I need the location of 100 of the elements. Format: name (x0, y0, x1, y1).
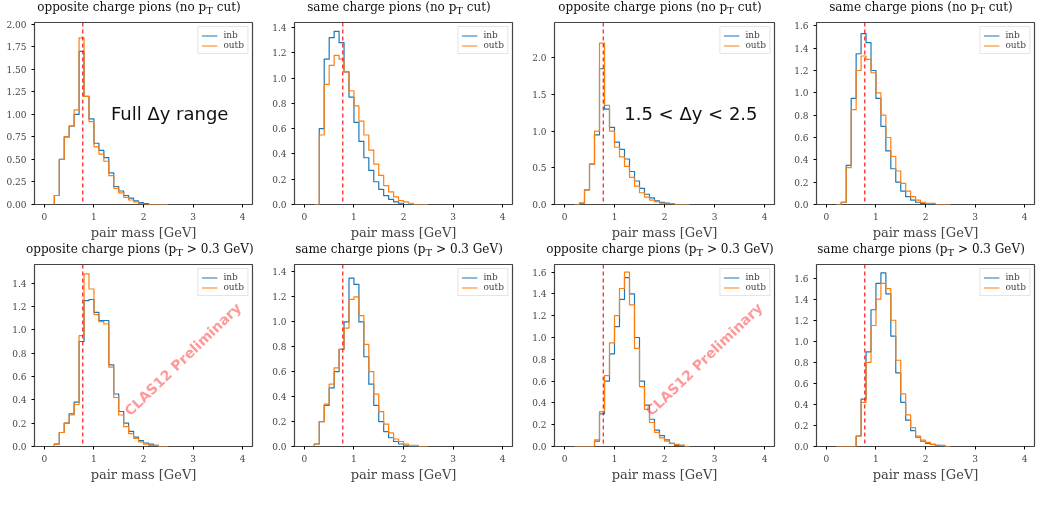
legend-label: outb (223, 40, 244, 50)
legend-label: inb (745, 30, 761, 40)
legend-label: outb (483, 40, 504, 50)
y-tick-label: 0.8 (272, 342, 287, 353)
y-tick-label: 1.0 (794, 88, 809, 99)
x-tick-label: 3 (450, 211, 457, 222)
legend-label: inb (1005, 30, 1021, 40)
legend-label: inb (483, 30, 499, 40)
y-tick-label: 1.0 (272, 73, 287, 84)
y-tick-label: 1.2 (794, 66, 809, 77)
y-tick-label: 0.2 (272, 417, 287, 428)
y-tick-label: 1.50 (6, 64, 27, 75)
chart-title: opposite charge pions (p$_{T}$ > 0.3 GeV) (546, 242, 774, 261)
x-tick-label: 3 (972, 453, 979, 464)
x-tick-label: 3 (190, 453, 197, 464)
x-tick-label: 2 (400, 453, 407, 464)
y-tick-label: 1.6 (794, 273, 809, 284)
x-tick-label: 0 (561, 211, 568, 222)
x-tick-label: 0 (41, 453, 48, 464)
x-tick-label: 3 (711, 453, 718, 464)
y-tick-label: 2.00 (6, 19, 27, 30)
legend-label: inb (483, 272, 499, 282)
x-tick-label: 0 (823, 211, 830, 222)
x-tick-label: 3 (972, 211, 979, 222)
x-axis-title: pair mass [GeV] (90, 224, 197, 240)
x-tick-label: 3 (711, 211, 718, 222)
y-tick-label: 0.4 (532, 398, 547, 409)
x-axis-title: pair mass [GeV] (350, 466, 457, 482)
y-tick-label: 1.2 (272, 292, 287, 303)
y-tick-label: 0.5 (532, 163, 547, 174)
x-tick-label: 2 (400, 211, 407, 222)
x-axis-title: pair mass [GeV] (611, 466, 718, 482)
x-axis-title: pair mass [GeV] (872, 466, 979, 482)
y-tick-label: 0.8 (794, 357, 809, 368)
x-tick-label: 4 (499, 453, 506, 464)
chart-title: same charge pions (p$_{T}$ > 0.3 GeV) (295, 242, 503, 261)
y-tick-label: 0.25 (6, 177, 27, 188)
x-tick-label: 2 (922, 453, 929, 464)
y-tick-label: 0.50 (6, 154, 27, 165)
y-tick-label: 1.0 (272, 317, 287, 328)
x-tick-label: 1 (873, 211, 879, 222)
y-tick-label: 0.0 (272, 200, 287, 210)
y-tick-label: 1.2 (12, 302, 27, 312)
y-tick-label: 0.00 (6, 200, 27, 210)
legend-label: outb (1005, 40, 1026, 50)
x-tick-label: 1 (91, 211, 97, 222)
y-tick-label: 1.25 (6, 87, 27, 98)
legend-label: outb (745, 282, 766, 292)
y-tick-label: 0.2 (794, 177, 809, 188)
y-tick-label: 0.0 (794, 200, 809, 210)
y-tick-label: 0.6 (794, 378, 809, 389)
x-tick-label: 1 (611, 453, 618, 464)
y-tick-label: 1.2 (532, 311, 547, 322)
x-axis-title: pair mass [GeV] (90, 466, 197, 482)
y-tick-label: 0.6 (12, 372, 27, 382)
x-tick-label: 4 (761, 453, 768, 464)
y-tick-label: 0.75 (6, 132, 27, 143)
x-axis-title: pair mass [GeV] (611, 224, 718, 240)
x-tick-label: 1 (351, 211, 357, 222)
y-tick-label: 0.8 (532, 354, 547, 365)
x-tick-label: 4 (761, 211, 768, 222)
annotation: Full Δy range (110, 103, 229, 124)
y-tick-label: 0.6 (794, 133, 809, 144)
x-tick-label: 1 (91, 453, 97, 464)
x-tick-label: 2 (140, 211, 147, 222)
x-tick-label: 1 (351, 453, 357, 464)
legend-label: outb (1005, 282, 1026, 292)
y-tick-label: 1.0 (12, 325, 27, 336)
y-tick-label: 0.0 (532, 200, 547, 210)
y-tick-label: 1.6 (794, 21, 809, 32)
y-tick-label: 0.4 (12, 395, 27, 406)
chart-title: same charge pions (no p$_{T}$ cut) (829, 0, 1013, 19)
legend-label: outb (745, 40, 766, 50)
y-tick-label: 1.4 (794, 43, 809, 54)
legend-label: outb (223, 282, 244, 292)
x-tick-label: 2 (661, 453, 668, 464)
legend-label: inb (223, 272, 239, 282)
y-tick-label: 0.4 (272, 392, 287, 403)
x-tick-label: 0 (823, 453, 830, 464)
x-tick-label: 2 (140, 453, 147, 464)
y-tick-label: 0.2 (272, 174, 287, 185)
y-tick-label: 0.8 (272, 98, 287, 109)
x-tick-label: 4 (499, 211, 506, 222)
y-tick-label: 1.4 (794, 294, 809, 305)
y-tick-label: 2.0 (532, 53, 547, 64)
y-tick-label: 1.5 (532, 89, 547, 100)
y-tick-label: 0.6 (272, 367, 287, 378)
y-tick-label: 1.2 (794, 315, 809, 326)
x-tick-label: 4 (1021, 453, 1028, 464)
y-tick-label: 0.4 (794, 399, 809, 410)
y-tick-label: 1.0 (532, 126, 547, 137)
y-tick-label: 0.2 (532, 420, 547, 431)
y-tick-label: 1.6 (532, 267, 547, 278)
x-tick-label: 3 (190, 211, 197, 222)
x-tick-label: 1 (611, 211, 618, 222)
x-tick-label: 0 (301, 211, 308, 222)
chart-title: opposite charge pions (no p$_{T}$ cut) (558, 0, 762, 19)
chart-title: opposite charge pions (no p$_{T}$ cut) (37, 0, 241, 19)
x-axis-title: pair mass [GeV] (872, 224, 979, 240)
y-tick-label: 1.4 (12, 278, 27, 289)
